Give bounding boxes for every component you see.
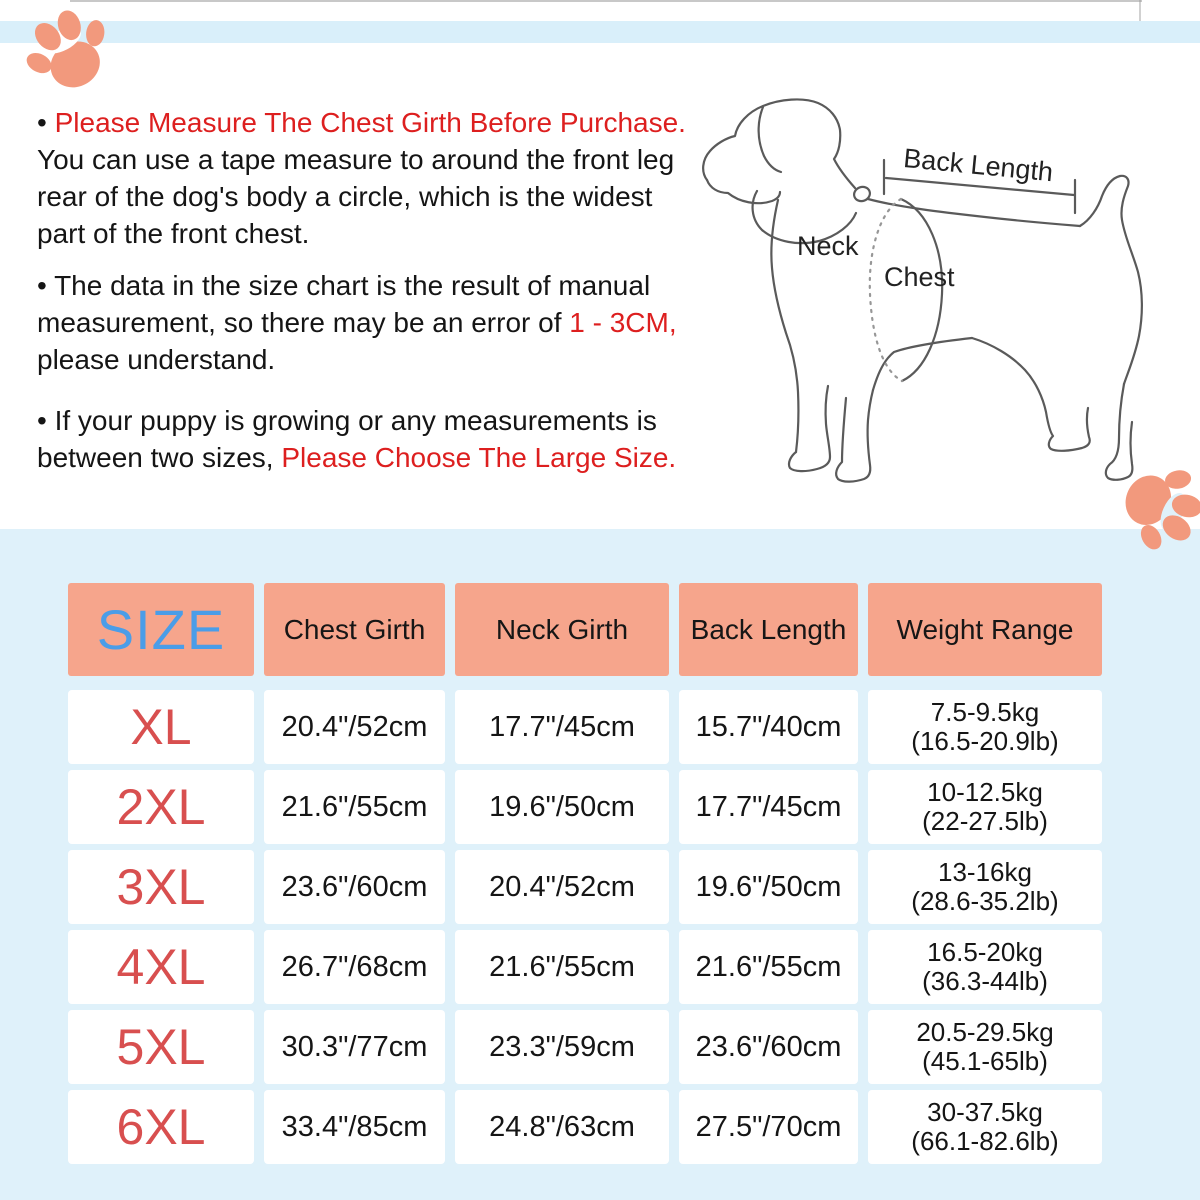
dog-jaw-line — [705, 178, 782, 205]
neck-label: Neck — [797, 231, 859, 261]
highlighted-text: Please Choose The Large Size. — [281, 442, 677, 473]
back-length-cell: 19.6"/50cm — [679, 850, 858, 924]
column-header-neck-girth: Neck Girth — [455, 583, 669, 676]
column-header-size: SIZE — [68, 583, 254, 676]
dog-rear-leg — [970, 336, 1091, 452]
neck-girth-cell: 19.6"/50cm — [455, 770, 669, 844]
dog-ear-line — [757, 105, 783, 174]
size-cell: 2XL — [68, 770, 254, 844]
paw-print-icon — [26, 10, 105, 88]
weight-range-cell: 10-12.5kg (22-27.5lb) — [868, 770, 1102, 844]
weight-range-cell: 16.5-20kg (36.3-44lb) — [868, 930, 1102, 1004]
table-row: 5XL 30.3"/77cm 23.3"/59cm 23.6"/60cm 20.… — [68, 1010, 1102, 1084]
chest-girth-cell: 30.3"/77cm — [264, 1010, 445, 1084]
chest-label: Chest — [884, 262, 955, 292]
dog-back-line — [866, 197, 1082, 228]
chest-girth-cell: 23.6"/60cm — [264, 850, 445, 924]
dog-chest-girth-line — [899, 197, 944, 383]
top-stripe — [0, 21, 1200, 43]
size-cell: XL — [68, 690, 254, 764]
neck-girth-cell: 20.4"/52cm — [455, 850, 669, 924]
table-row: XL 20.4"/52cm 17.7"/45cm 15.7"/40cm 7.5-… — [68, 690, 1102, 764]
paw-print-icon — [1125, 470, 1200, 550]
dog-rear-leg — [1104, 382, 1134, 481]
column-header-chest-girth: Chest Girth — [264, 583, 445, 676]
back-length-cell: 27.5"/70cm — [679, 1090, 858, 1164]
back-length-cell: 15.7"/40cm — [679, 690, 858, 764]
size-cell: 4XL — [68, 930, 254, 1004]
note-line: • The data in the size chart is the resu… — [37, 270, 651, 301]
dog-chest-front-line — [770, 198, 800, 454]
dog-front-leg — [835, 388, 875, 483]
note-line: between two sizes, Please Choose The Lar… — [37, 442, 677, 473]
highlighted-text: Please Measure The Chest Girth Before Pu… — [54, 107, 686, 138]
back-length-cell: 23.6"/60cm — [679, 1010, 858, 1084]
note-line: measurement, so there may be an error of… — [37, 307, 677, 338]
note-line: part of the front chest. — [37, 218, 310, 249]
note-line: please understand. — [37, 344, 276, 375]
top-border-tick — [1139, 0, 1141, 28]
chest-girth-cell: 20.4"/52cm — [264, 690, 445, 764]
dog-front-leg — [787, 384, 832, 473]
neck-girth-cell: 21.6"/55cm — [455, 930, 669, 1004]
back-length-cell: 17.7"/45cm — [679, 770, 858, 844]
column-header-weight-range: Weight Range — [868, 583, 1102, 676]
back-length-cell: 21.6"/55cm — [679, 930, 858, 1004]
neck-girth-cell: 23.3"/59cm — [455, 1010, 669, 1084]
chest-girth-cell: 26.7"/68cm — [264, 930, 445, 1004]
note-line: You can use a tape measure to around the… — [37, 144, 675, 175]
dog-belly-line — [871, 336, 974, 392]
dog-neck-ring — [751, 189, 858, 245]
column-header-back-length: Back Length — [679, 583, 858, 676]
table-row: 4XL 26.7"/68cm 21.6"/55cm 21.6"/55cm 16.… — [68, 930, 1102, 1004]
back-length-measure-line — [882, 158, 1077, 215]
dog-tail — [1078, 174, 1143, 386]
note-line: rear of the dog's body a circle, which i… — [37, 181, 653, 212]
table-header-row: SIZE Chest Girth Neck Girth Back Length … — [68, 583, 1102, 676]
weight-range-cell: 20.5-29.5kg (45.1-65lb) — [868, 1010, 1102, 1084]
weight-range-cell: 30-37.5kg (66.1-82.6lb) — [868, 1090, 1102, 1164]
size-cell: 6XL — [68, 1090, 254, 1164]
table-row: 6XL 33.4"/85cm 24.8"/63cm 27.5"/70cm 30-… — [68, 1090, 1102, 1164]
weight-range-cell: 7.5-9.5kg (16.5-20.9lb) — [868, 690, 1102, 764]
note-measure-chest: • Please Measure The Chest Girth Before … — [37, 104, 737, 252]
dog-chest-girth-dashed — [868, 197, 904, 383]
note-manual-measurement: • The data in the size chart is the resu… — [37, 267, 737, 378]
note-line: • Please Measure The Chest Girth Before … — [37, 107, 686, 138]
size-table: SIZE Chest Girth Neck Girth Back Length … — [68, 583, 1102, 1170]
note-line: • If your puppy is growing or any measur… — [37, 405, 657, 436]
chest-girth-cell: 33.4"/85cm — [264, 1090, 445, 1164]
size-cell: 5XL — [68, 1010, 254, 1084]
size-cell: 3XL — [68, 850, 254, 924]
neck-girth-cell: 24.8"/63cm — [455, 1090, 669, 1164]
neck-girth-cell: 17.7"/45cm — [455, 690, 669, 764]
top-border-line — [70, 0, 1142, 2]
dog-collar-loop — [853, 185, 871, 203]
dog-head-outline — [702, 98, 857, 190]
highlighted-text: 1 - 3CM, — [569, 307, 677, 338]
table-row: 2XL 21.6"/55cm 19.6"/50cm 17.7"/45cm 10-… — [68, 770, 1102, 844]
table-row: 3XL 23.6"/60cm 20.4"/52cm 19.6"/50cm 13-… — [68, 850, 1102, 924]
chest-girth-cell: 21.6"/55cm — [264, 770, 445, 844]
note-choose-large-size: • If your puppy is growing or any measur… — [37, 402, 737, 476]
dog-measurement-diagram — [702, 98, 1143, 483]
weight-range-cell: 13-16kg (28.6-35.2lb) — [868, 850, 1102, 924]
